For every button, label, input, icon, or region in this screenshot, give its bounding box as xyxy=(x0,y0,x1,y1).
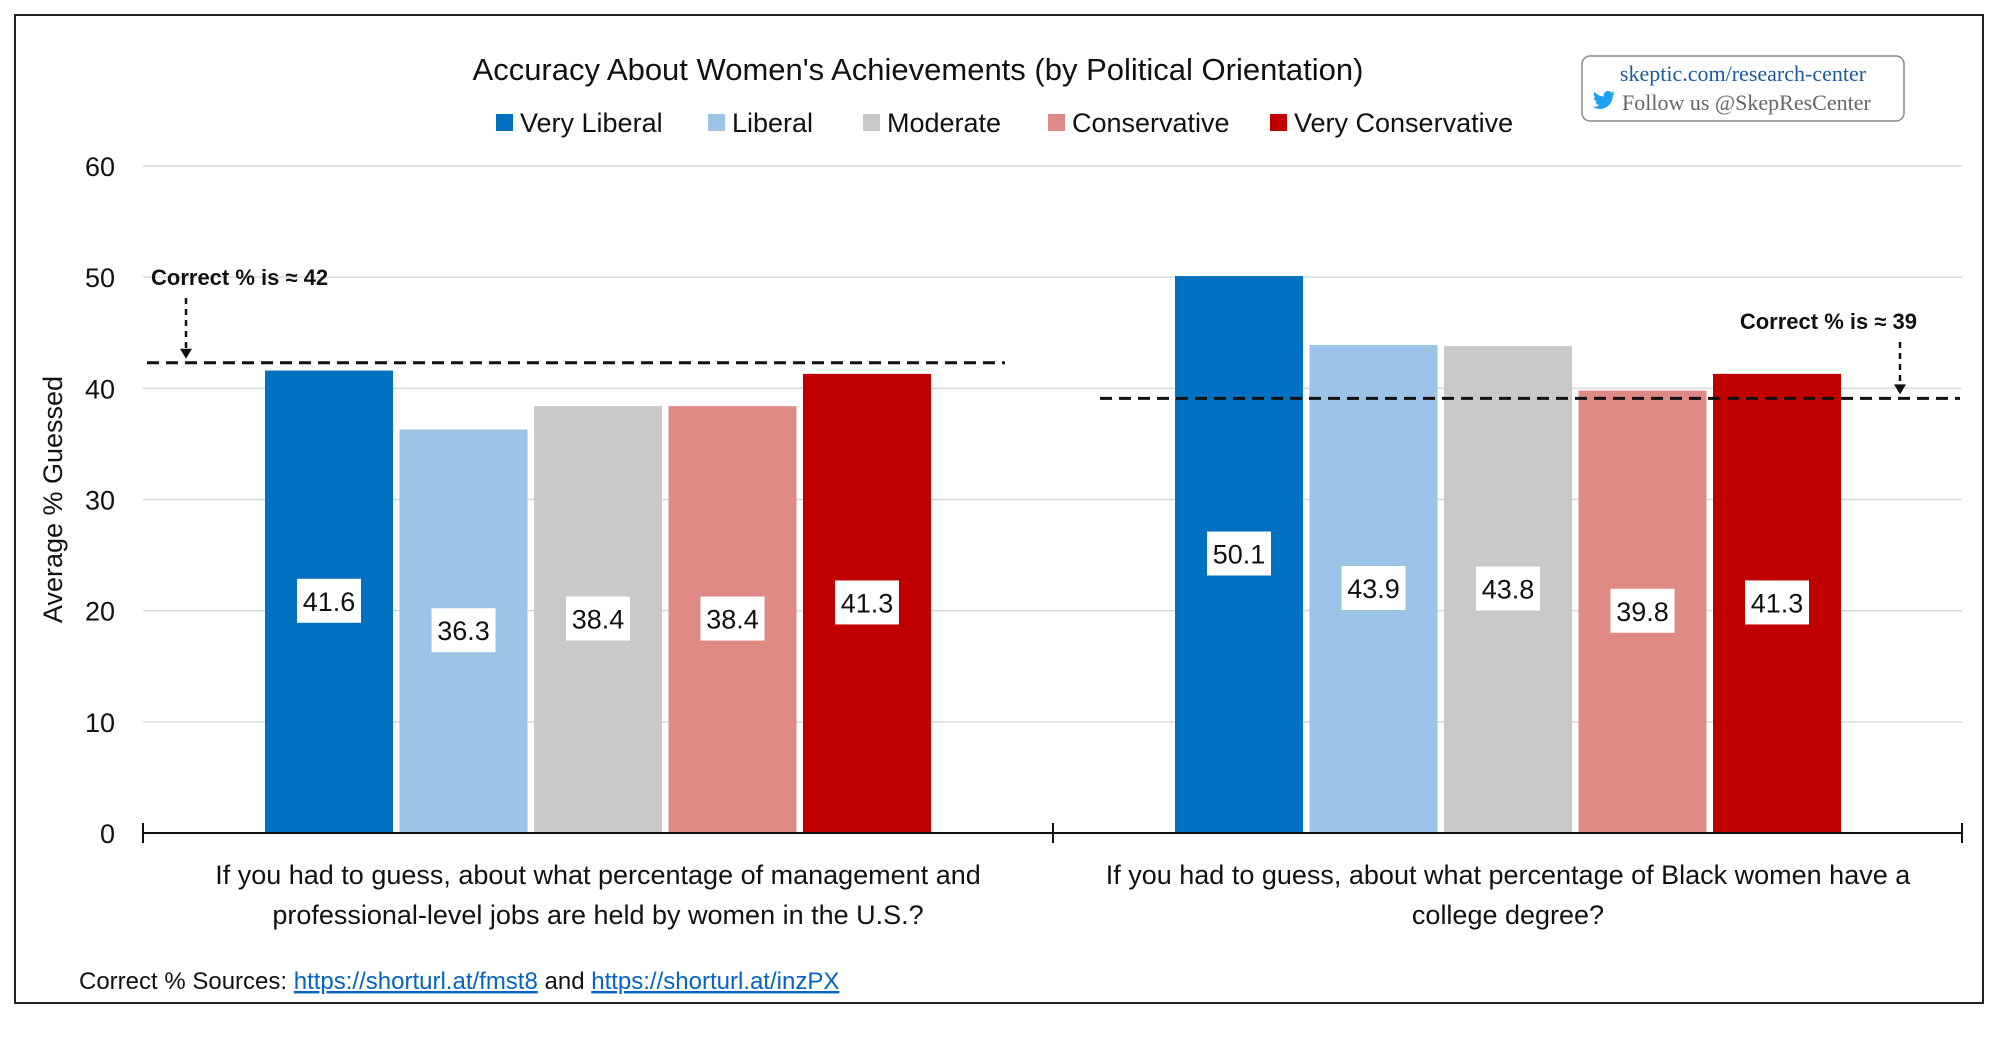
legend-label: Very Conservative xyxy=(1294,108,1513,138)
legend-item: Liberal xyxy=(708,108,813,138)
reference-lines: Correct % is ≈ 42 Correct % is ≈ 39 xyxy=(147,265,1960,400)
data-label: 36.3 xyxy=(431,608,496,653)
legend-item: Very Liberal xyxy=(496,108,663,138)
category-label: If you had to guess, about what percenta… xyxy=(215,860,981,930)
data-label: 41.3 xyxy=(835,580,899,625)
data-label-text: 43.8 xyxy=(1482,575,1535,605)
data-label-box xyxy=(1745,580,1809,625)
sources-note: Correct % Sources: https://shorturl.at/f… xyxy=(79,968,839,995)
category-label: If you had to guess, about what percenta… xyxy=(1106,860,1911,930)
chart-title: Accuracy About Women's Achievements (by … xyxy=(473,52,1364,87)
data-label-text: 36.3 xyxy=(437,616,490,646)
data-label-box xyxy=(1341,565,1406,610)
category-label-line: If you had to guess, about what percenta… xyxy=(1106,860,1911,890)
category-label-line: college degree? xyxy=(1412,900,1604,930)
data-label-box xyxy=(700,596,765,641)
legend-label: Moderate xyxy=(887,108,1001,138)
legend: Very Liberal Liberal Moderate Conservative V… xyxy=(496,108,1513,138)
y-axis-ticks: 0 10 20 30 40 50 60 xyxy=(85,152,115,849)
data-label: 43.9 xyxy=(1341,565,1406,610)
y-tick-label: 30 xyxy=(85,486,115,516)
reference-line-1: Correct % is ≈ 42 xyxy=(147,265,1005,365)
legend-item: Conservative xyxy=(1048,108,1230,138)
data-label-box xyxy=(835,580,899,625)
data-label-box xyxy=(566,596,630,641)
data-label: 39.8 xyxy=(1610,588,1675,633)
legend-label: Conservative xyxy=(1072,108,1230,138)
legend-item: Moderate xyxy=(863,108,1001,138)
legend-swatch xyxy=(863,114,880,131)
data-label: 41.3 xyxy=(1745,580,1809,625)
badge-box xyxy=(1581,55,1905,122)
data-label-text: 41.3 xyxy=(1751,588,1804,618)
sources-middle: and xyxy=(538,968,591,995)
data-label-text: 38.4 xyxy=(706,605,759,635)
skeptic-badge[interactable]: skeptic.com/research-center Follow us @S… xyxy=(1581,55,1905,122)
legend-swatch xyxy=(1270,114,1287,131)
legend-swatch xyxy=(1048,114,1065,131)
data-label-text: 41.6 xyxy=(303,587,356,617)
legend-swatch xyxy=(708,114,725,131)
y-tick-label: 20 xyxy=(85,597,115,627)
legend-swatch xyxy=(496,114,513,131)
data-label-text: 43.9 xyxy=(1347,574,1400,604)
source-link-2[interactable]: https://shorturl.at/inzPX xyxy=(591,968,839,995)
badge-url[interactable]: skeptic.com/research-center xyxy=(1620,61,1867,86)
twitter-bird-icon xyxy=(1593,91,1615,109)
bars xyxy=(265,276,1841,833)
badge-follow-text: Follow us @SkepResCenter xyxy=(1622,90,1871,115)
data-label-box xyxy=(1610,588,1675,633)
data-label: 50.1 xyxy=(1207,531,1271,576)
legend-label: Liberal xyxy=(732,108,813,138)
y-axis-label: Average % Guessed xyxy=(38,376,68,623)
data-label-text: 50.1 xyxy=(1213,540,1266,570)
data-label-box xyxy=(431,608,496,653)
category-labels: If you had to guess, about what percenta… xyxy=(215,860,1911,930)
y-tick-label: 0 xyxy=(100,819,115,849)
reference-label: Correct % is ≈ 42 xyxy=(151,265,328,290)
reference-line-2: Correct % is ≈ 39 xyxy=(1100,309,1960,400)
x-axis xyxy=(142,823,1963,843)
source-link-1[interactable]: https://shorturl.at/fmst8 xyxy=(294,968,538,995)
y-tick-label: 50 xyxy=(85,263,115,293)
data-label-text: 41.3 xyxy=(841,588,894,618)
data-label: 41.6 xyxy=(297,578,361,623)
data-label-text: 38.4 xyxy=(572,605,625,635)
reference-arrowhead xyxy=(180,348,192,359)
y-tick-label: 60 xyxy=(85,152,115,182)
data-label: 43.8 xyxy=(1476,566,1540,611)
data-label-box xyxy=(1476,566,1540,611)
reference-label: Correct % is ≈ 39 xyxy=(1740,309,1917,334)
legend-item: Very Conservative xyxy=(1270,108,1513,138)
category-label-line: If you had to guess, about what percenta… xyxy=(215,860,981,890)
reference-arrowhead xyxy=(1894,384,1906,395)
category-label-line: professional-level jobs are held by wome… xyxy=(272,900,923,930)
data-labels: 41.6 50.1 36.3 43.9 38.4 43.8 38.4 39.8 41.3 41.3 xyxy=(297,531,1809,653)
legend-label: Very Liberal xyxy=(520,108,663,138)
data-label: 38.4 xyxy=(700,596,765,641)
sources-prefix: Correct % Sources: xyxy=(79,968,294,995)
y-tick-label: 40 xyxy=(85,374,115,404)
y-tick-label: 10 xyxy=(85,708,115,738)
data-label-box xyxy=(1207,531,1271,576)
data-label-box xyxy=(297,578,361,623)
data-label: 38.4 xyxy=(566,596,630,641)
data-label-text: 39.8 xyxy=(1616,597,1669,627)
